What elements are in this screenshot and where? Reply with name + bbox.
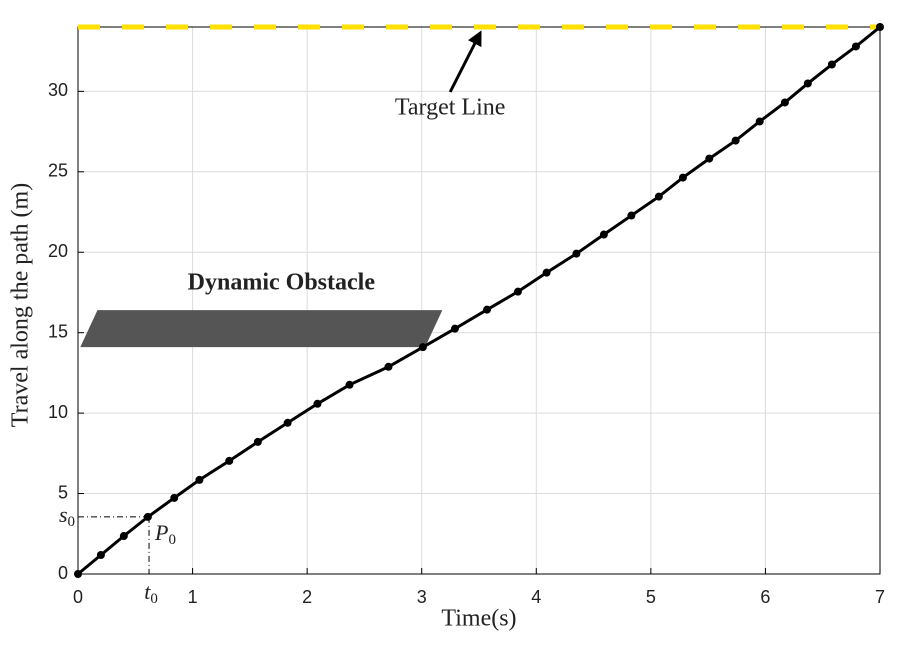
x-tick-label: 3: [417, 587, 427, 607]
data-point: [418, 343, 427, 352]
t0-label-sub: 0: [150, 591, 158, 607]
p0-label-sub: 0: [168, 532, 176, 548]
data-point: [483, 305, 492, 314]
data-point: [253, 437, 262, 446]
p0-label-base: P: [154, 520, 168, 545]
y-tick-label: 10: [48, 402, 68, 422]
data-line: [77, 25, 881, 576]
x-tick-label: 0: [73, 587, 83, 607]
data-point: [827, 60, 836, 69]
y-tick-label: 15: [48, 321, 68, 341]
y-tick-label: 30: [48, 80, 68, 100]
s0-label-sub: 0: [68, 514, 76, 530]
t0-label: t0: [144, 579, 158, 607]
data-point: [851, 42, 860, 51]
data-point: [678, 173, 687, 182]
data-point: [119, 532, 128, 541]
data-point: [599, 230, 608, 239]
data-point: [803, 79, 812, 88]
data-point: [705, 154, 714, 163]
data-point: [513, 287, 522, 296]
data-point: [143, 512, 152, 521]
data-point: [225, 456, 234, 465]
data-point: [654, 192, 663, 201]
x-tick-label: 1: [188, 587, 198, 607]
data-point: [572, 249, 581, 258]
data-point: [170, 493, 179, 502]
y-axis-label: Travel along the path (m): [8, 183, 34, 427]
y-tick-label: 5: [58, 482, 68, 502]
y-tick-label: 25: [48, 161, 68, 181]
x-tick-label: 2: [302, 587, 312, 607]
data-point: [283, 418, 292, 427]
data-point: [876, 23, 884, 31]
data-point: [450, 324, 459, 333]
s0-label-base: s: [59, 502, 68, 527]
y-tick-label: 0: [58, 563, 68, 583]
data-point: [345, 380, 354, 389]
y-tick-label: 20: [48, 241, 68, 261]
data-point: [96, 551, 105, 560]
x-tick-label: 4: [531, 587, 541, 607]
data-point: [627, 211, 636, 220]
data-point: [731, 136, 740, 145]
obstacle-label: Dynamic Obstacle: [188, 270, 376, 296]
x-tick-label: 5: [646, 587, 656, 607]
obstacle: [80, 310, 443, 348]
data-point: [74, 570, 82, 578]
data-point: [542, 268, 551, 277]
t0-label-base: t: [144, 579, 151, 604]
x-tick-label: 7: [875, 587, 885, 607]
data-point: [755, 117, 764, 126]
arrow: [448, 30, 482, 93]
s0-label: s0: [59, 502, 75, 530]
data-point: [313, 399, 322, 408]
x-tick-label: 6: [760, 587, 770, 607]
data-point: [780, 98, 789, 107]
data-point: [195, 475, 204, 484]
target-label: Target Line: [395, 95, 506, 121]
x-axis-label: Time(s): [441, 606, 516, 632]
p0-label: P0: [154, 520, 176, 548]
data-point: [384, 362, 393, 371]
